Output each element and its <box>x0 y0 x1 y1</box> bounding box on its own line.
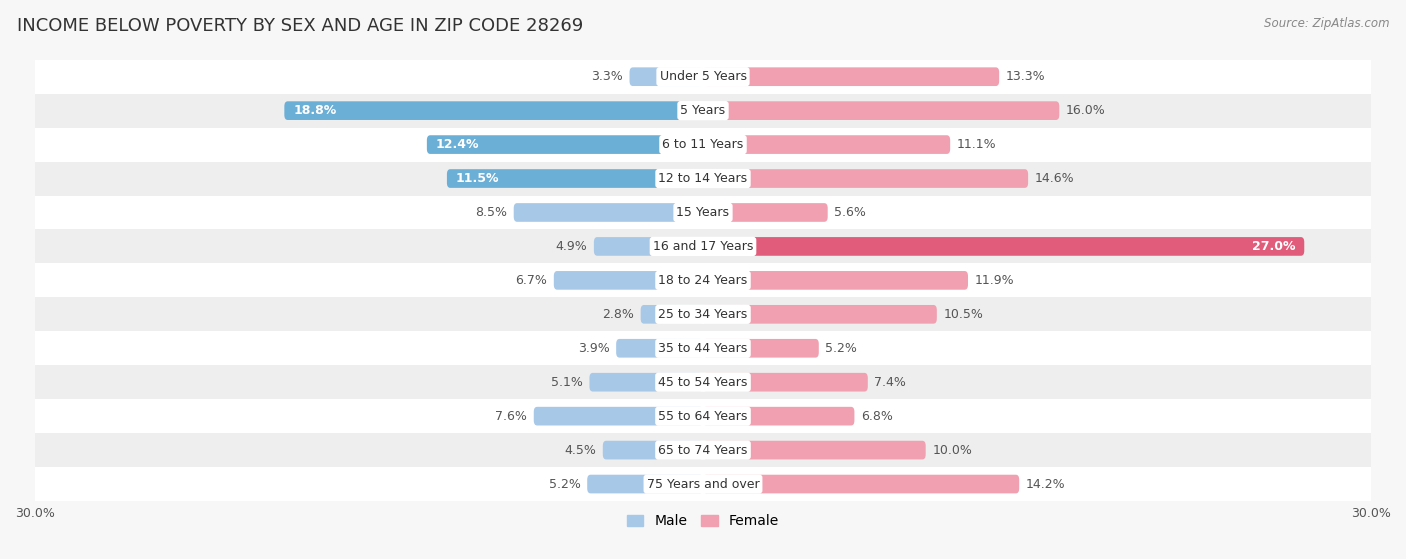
Text: 15 Years: 15 Years <box>676 206 730 219</box>
Text: 18.8%: 18.8% <box>294 104 336 117</box>
Text: 13.3%: 13.3% <box>1005 70 1046 83</box>
Bar <box>35 297 1371 331</box>
Text: 14.6%: 14.6% <box>1035 172 1074 185</box>
Text: 27.0%: 27.0% <box>1251 240 1295 253</box>
Text: 10.5%: 10.5% <box>943 308 983 321</box>
FancyBboxPatch shape <box>703 271 967 290</box>
Bar <box>35 331 1371 365</box>
Text: 12.4%: 12.4% <box>436 138 479 151</box>
Text: 45 to 54 Years: 45 to 54 Years <box>658 376 748 389</box>
Bar <box>35 162 1371 196</box>
Bar <box>35 433 1371 467</box>
Text: 75 Years and over: 75 Years and over <box>647 477 759 491</box>
Text: 4.9%: 4.9% <box>555 240 588 253</box>
Bar <box>35 196 1371 229</box>
Text: Under 5 Years: Under 5 Years <box>659 70 747 83</box>
Bar <box>35 467 1371 501</box>
FancyBboxPatch shape <box>603 440 703 459</box>
FancyBboxPatch shape <box>703 305 936 324</box>
FancyBboxPatch shape <box>703 237 1305 256</box>
Bar <box>35 399 1371 433</box>
Bar <box>35 94 1371 127</box>
Text: 16.0%: 16.0% <box>1066 104 1105 117</box>
FancyBboxPatch shape <box>554 271 703 290</box>
Bar <box>35 60 1371 94</box>
Text: 6 to 11 Years: 6 to 11 Years <box>662 138 744 151</box>
Text: Source: ZipAtlas.com: Source: ZipAtlas.com <box>1264 17 1389 30</box>
FancyBboxPatch shape <box>703 339 818 358</box>
FancyBboxPatch shape <box>703 475 1019 494</box>
FancyBboxPatch shape <box>641 305 703 324</box>
Text: 7.6%: 7.6% <box>495 410 527 423</box>
FancyBboxPatch shape <box>703 203 828 222</box>
FancyBboxPatch shape <box>589 373 703 391</box>
FancyBboxPatch shape <box>703 440 925 459</box>
Text: 11.9%: 11.9% <box>974 274 1014 287</box>
FancyBboxPatch shape <box>427 135 703 154</box>
FancyBboxPatch shape <box>534 407 703 425</box>
Text: 6.8%: 6.8% <box>860 410 893 423</box>
Text: 7.4%: 7.4% <box>875 376 907 389</box>
FancyBboxPatch shape <box>513 203 703 222</box>
Text: 5.2%: 5.2% <box>825 342 858 355</box>
FancyBboxPatch shape <box>588 475 703 494</box>
FancyBboxPatch shape <box>703 101 1059 120</box>
FancyBboxPatch shape <box>703 373 868 391</box>
Text: 55 to 64 Years: 55 to 64 Years <box>658 410 748 423</box>
Text: 3.9%: 3.9% <box>578 342 609 355</box>
Text: 5.1%: 5.1% <box>551 376 582 389</box>
Text: 14.2%: 14.2% <box>1026 477 1066 491</box>
Bar <box>35 365 1371 399</box>
Text: 18 to 24 Years: 18 to 24 Years <box>658 274 748 287</box>
FancyBboxPatch shape <box>703 169 1028 188</box>
Text: 10.0%: 10.0% <box>932 444 972 457</box>
Text: 12 to 14 Years: 12 to 14 Years <box>658 172 748 185</box>
Text: 5.6%: 5.6% <box>834 206 866 219</box>
FancyBboxPatch shape <box>284 101 703 120</box>
Text: 2.8%: 2.8% <box>602 308 634 321</box>
Text: 25 to 34 Years: 25 to 34 Years <box>658 308 748 321</box>
Bar <box>35 263 1371 297</box>
FancyBboxPatch shape <box>703 67 1000 86</box>
Bar <box>35 127 1371 162</box>
FancyBboxPatch shape <box>593 237 703 256</box>
Text: 8.5%: 8.5% <box>475 206 508 219</box>
FancyBboxPatch shape <box>630 67 703 86</box>
Text: 11.5%: 11.5% <box>456 172 499 185</box>
Text: 4.5%: 4.5% <box>564 444 596 457</box>
FancyBboxPatch shape <box>447 169 703 188</box>
Text: 65 to 74 Years: 65 to 74 Years <box>658 444 748 457</box>
FancyBboxPatch shape <box>703 407 855 425</box>
Legend: Male, Female: Male, Female <box>621 509 785 534</box>
Text: 5 Years: 5 Years <box>681 104 725 117</box>
FancyBboxPatch shape <box>616 339 703 358</box>
Bar <box>35 229 1371 263</box>
Text: 35 to 44 Years: 35 to 44 Years <box>658 342 748 355</box>
FancyBboxPatch shape <box>703 135 950 154</box>
Text: 16 and 17 Years: 16 and 17 Years <box>652 240 754 253</box>
Text: 6.7%: 6.7% <box>515 274 547 287</box>
Text: 11.1%: 11.1% <box>957 138 997 151</box>
Text: INCOME BELOW POVERTY BY SEX AND AGE IN ZIP CODE 28269: INCOME BELOW POVERTY BY SEX AND AGE IN Z… <box>17 17 583 35</box>
Text: 5.2%: 5.2% <box>548 477 581 491</box>
Text: 3.3%: 3.3% <box>591 70 623 83</box>
